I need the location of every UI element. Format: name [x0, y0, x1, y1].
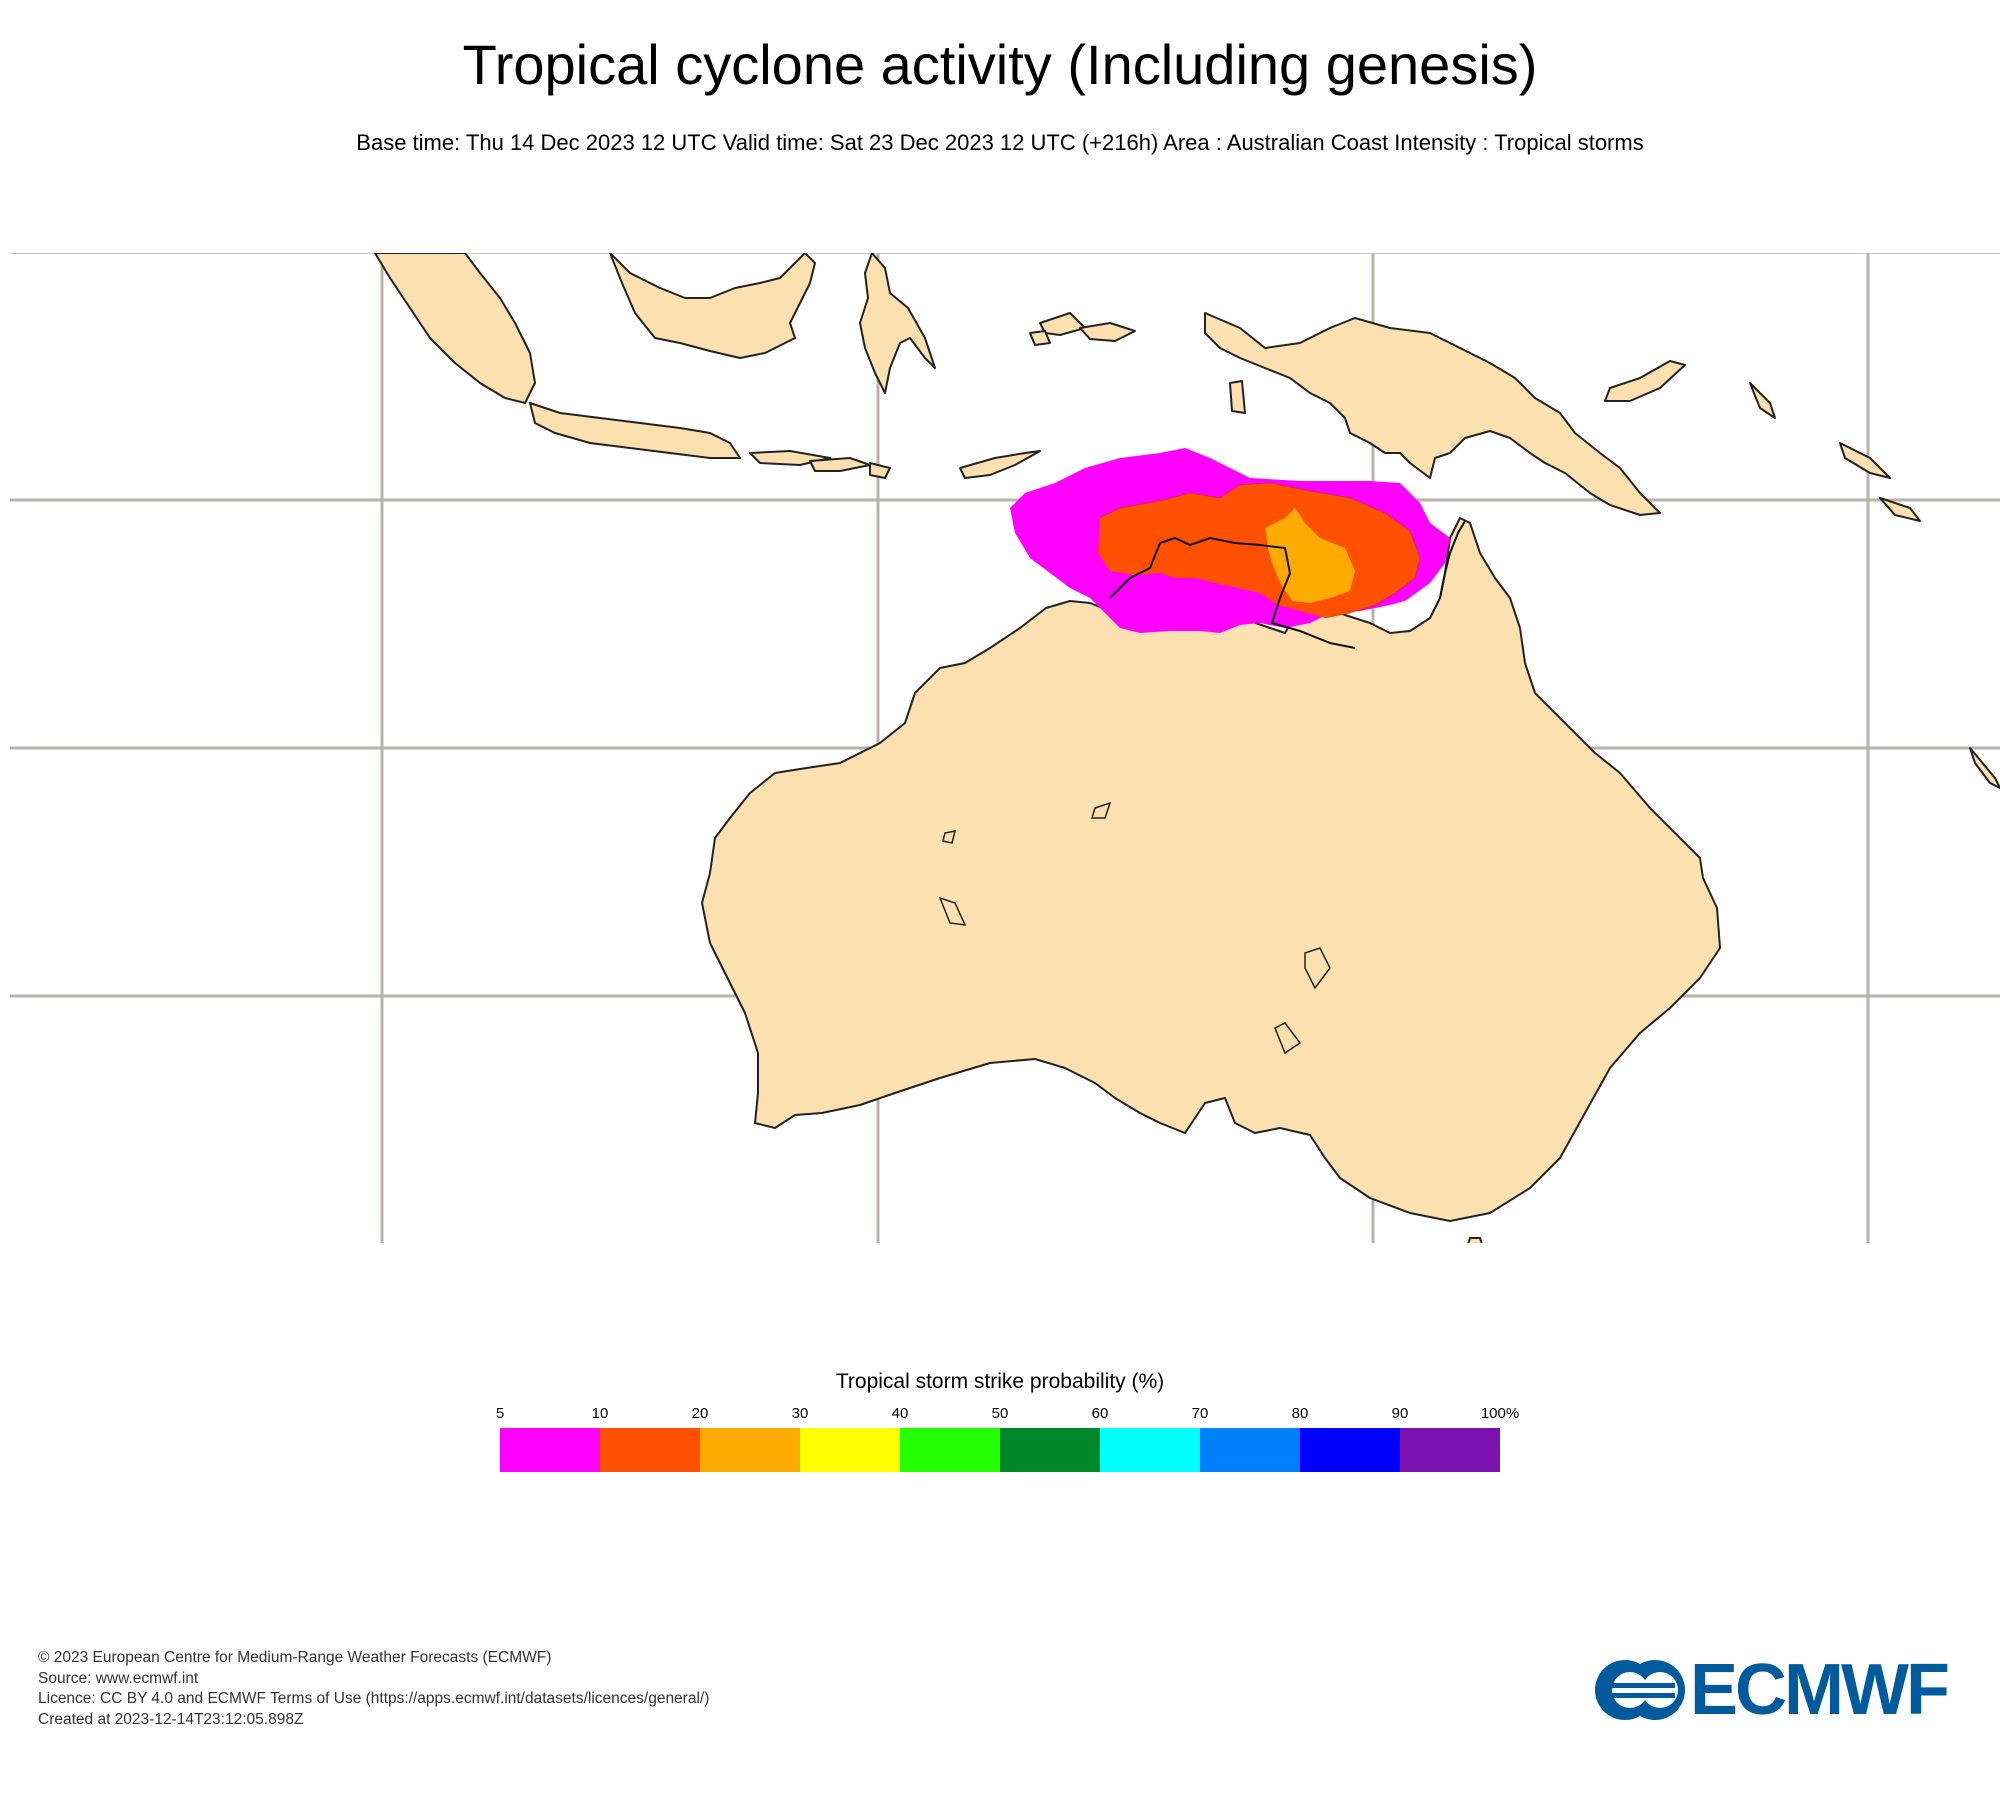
new-guinea — [1204, 312, 1661, 516]
aru-1 — [1229, 380, 1246, 414]
timor — [959, 450, 1041, 479]
legend-swatch — [900, 1428, 1000, 1472]
legend-swatch — [800, 1428, 900, 1472]
page-title: Tropical cyclone activity (Including gen… — [462, 33, 1538, 96]
maluku-1 — [1039, 312, 1086, 336]
buru — [1029, 330, 1051, 346]
legend-tick-label: 90 — [1391, 1405, 1409, 1422]
legend-title: Tropical storm strike probability (%) — [835, 1370, 1165, 1393]
legend-tick-label: 10 — [591, 1405, 609, 1422]
legend-tick-label: 80 — [1291, 1405, 1309, 1422]
legend-tick-label: 100% — [1480, 1405, 1520, 1422]
ecmwf-logo-icon — [1595, 1660, 1685, 1720]
legend-swatch — [1300, 1428, 1400, 1472]
legend-tick-label: 5 — [495, 1405, 505, 1422]
lesser-sunda-3 — [869, 462, 891, 479]
source-text: Source: www.ecmwf.int — [38, 1669, 199, 1687]
java — [529, 402, 741, 459]
new-britain — [1604, 360, 1686, 402]
lesser-sunda-2 — [809, 457, 871, 472]
ecmwf-logo-text: ECMWF — [1690, 1650, 1950, 1730]
solomon-3 — [1879, 497, 1921, 522]
legend-swatch — [500, 1428, 600, 1472]
legend-tick-label: 60 — [1091, 1405, 1109, 1422]
legend-swatch — [1000, 1428, 1100, 1472]
vanuatu — [1969, 747, 2000, 789]
legend-tick-label: 50 — [991, 1405, 1009, 1422]
tasmania — [1467, 1237, 1483, 1243]
map — [10, 253, 2000, 1243]
legend-tick-label: 70 — [1191, 1405, 1209, 1422]
probability-edge — [1099, 482, 1421, 619]
legend-swatch — [1400, 1428, 1500, 1472]
copyright-text: © 2023 European Centre for Medium-Range … — [38, 1649, 552, 1666]
seram — [1079, 322, 1136, 342]
legend-tick-label: 40 — [891, 1405, 909, 1422]
legend-swatch — [700, 1428, 800, 1472]
legend-swatch — [600, 1428, 700, 1472]
footer: © 2023 European Centre for Medium-Range … — [38, 1648, 709, 1730]
legend-swatch — [1100, 1428, 1200, 1472]
legend-tick-label: 30 — [791, 1405, 809, 1422]
australia — [701, 517, 1721, 1222]
legend-colorbar — [500, 1428, 1500, 1472]
coastline-overlay — [1109, 520, 1466, 649]
licence-text: Licence: CC BY 4.0 and ECMWF Terms of Us… — [38, 1690, 710, 1707]
solomon-1 — [1749, 382, 1776, 419]
landmass — [374, 253, 2000, 1243]
sulawesi — [859, 253, 936, 394]
legend-ticks: 5 10 20 30 40 50 60 70 80 90 100% — [0, 1405, 2000, 1425]
subtitle: Base time: Thu 14 Dec 2023 12 UTC Valid … — [356, 130, 1644, 155]
legend-tick-label: 20 — [691, 1405, 709, 1422]
sumatra — [374, 253, 536, 404]
borneo — [609, 253, 816, 359]
inland-lakes — [938, 801, 1331, 1055]
ecmwf-logo: ECMWF — [1590, 1650, 1965, 1730]
created-text: Created at 2023-12-14T23:12:05.898Z — [38, 1710, 304, 1728]
legend-swatch — [1200, 1428, 1300, 1472]
solomon-2 — [1839, 442, 1891, 479]
